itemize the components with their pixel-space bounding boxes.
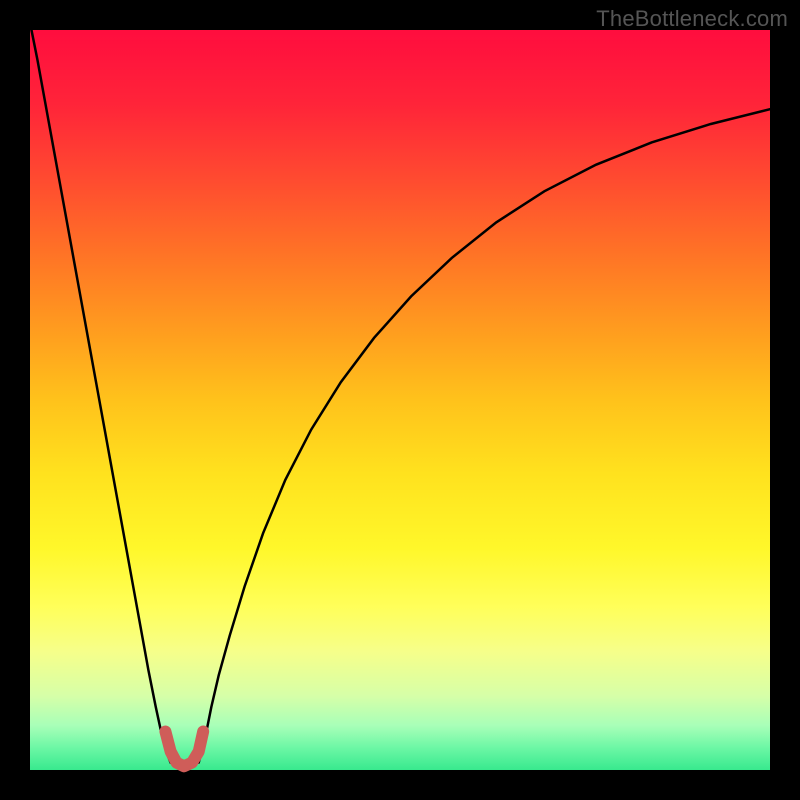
chart-svg [0,0,800,800]
watermark-text: TheBottleneck.com [596,6,788,32]
bottleneck-chart: TheBottleneck.com [0,0,800,800]
